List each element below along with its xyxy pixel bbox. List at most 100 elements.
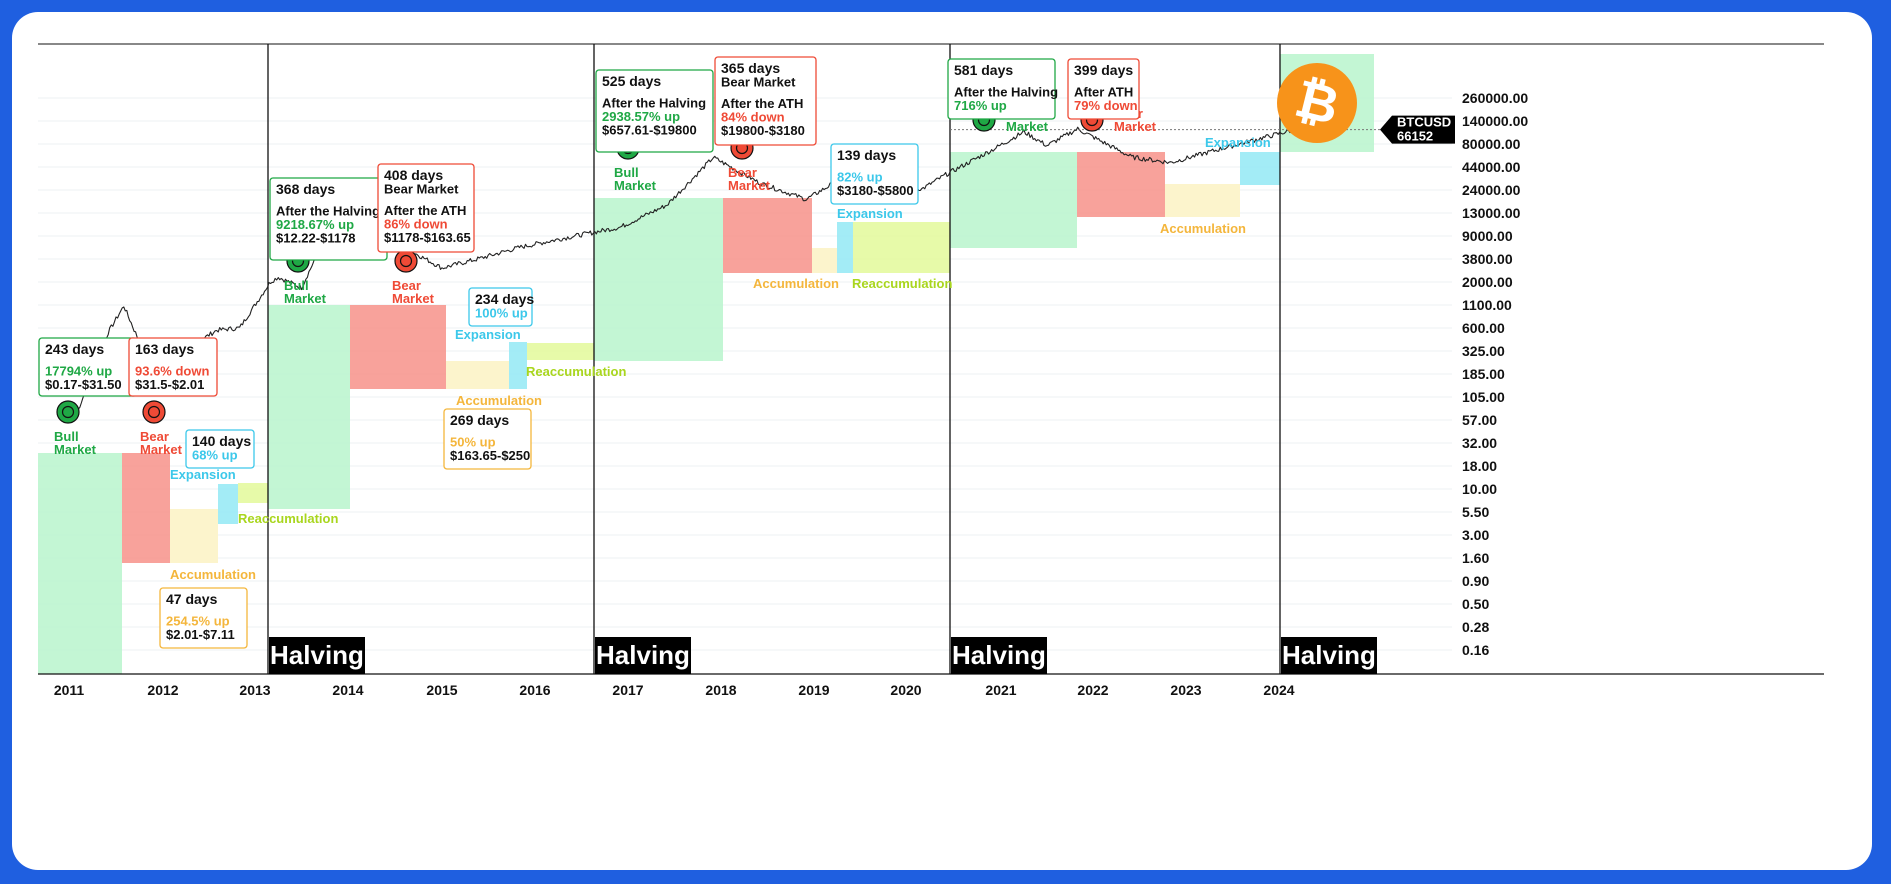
phase-region-accum: [812, 248, 837, 273]
info-box-text: 163 days: [135, 341, 194, 357]
x-tick-label: 2014: [332, 682, 363, 698]
info-box-text: 68% up: [192, 448, 238, 463]
phase-region-bear: [723, 198, 812, 273]
x-tick-label: 2017: [612, 682, 643, 698]
info-box-text: $657.61-$19800: [602, 123, 697, 138]
info-box: [714, 56, 817, 146]
y-tick-label: 10.00: [1462, 481, 1497, 497]
x-tick-label: 2013: [239, 682, 270, 698]
info-box-text: 50% up: [450, 435, 496, 450]
info-box: [830, 143, 919, 205]
halving-label-bg: [595, 637, 691, 674]
info-box-text: $12.22-$1178: [276, 231, 356, 246]
y-tick-label: 0.16: [1462, 642, 1489, 658]
info-box-text: $163.65-$250: [450, 448, 530, 463]
info-box-text: 269 days: [450, 412, 509, 428]
info-box-text: 9218.67% up: [276, 217, 354, 232]
info-box: [1067, 58, 1140, 120]
last-price-symbol: BTCUSD: [1397, 115, 1451, 130]
info-box-text: Bear Market: [721, 75, 796, 90]
y-tick-label: 9000.00: [1462, 228, 1513, 244]
phase-label: Market: [1114, 119, 1157, 134]
x-tick-label: 2012: [147, 682, 178, 698]
info-box: [159, 587, 248, 649]
phase-label: Bull: [54, 429, 79, 444]
y-tick-label: 0.90: [1462, 573, 1489, 589]
x-tick-label: 2011: [54, 682, 85, 698]
y-tick-label: 32.00: [1462, 435, 1497, 451]
halving-label: Halving: [596, 640, 690, 670]
info-box-text: 234 days: [475, 291, 534, 307]
phase-label: Bear: [728, 165, 757, 180]
info-box-text: 365 days: [721, 60, 780, 76]
phase-label: Bear: [392, 278, 421, 293]
phase-label: Expansion: [455, 327, 521, 342]
info-box: [947, 58, 1056, 120]
info-box-text: After ATH: [1074, 85, 1133, 100]
y-tick-label: 80000.00: [1462, 136, 1521, 152]
info-box: [468, 287, 533, 327]
bear-icon: [142, 400, 166, 424]
phase-region-expansion: [218, 484, 238, 524]
x-tick-label: 2018: [705, 682, 736, 698]
x-tick-label: 2021: [985, 682, 1016, 698]
info-box-text: 86% down: [384, 217, 448, 232]
phase-label: Market: [614, 178, 657, 193]
y-tick-label: 57.00: [1462, 412, 1497, 428]
y-tick-label: 0.50: [1462, 596, 1489, 612]
phase-label: Market: [54, 442, 97, 457]
info-box-text: 581 days: [954, 62, 1013, 78]
bitcoin-logo-icon: [1277, 63, 1357, 143]
y-tick-label: 140000.00: [1462, 113, 1528, 129]
info-box-text: Bear Market: [384, 182, 459, 197]
phase-label: Market: [392, 291, 435, 306]
phase-label: Bull: [614, 165, 639, 180]
info-box: [185, 429, 255, 469]
halving-label: Halving: [952, 640, 1046, 670]
halving-label: Halving: [270, 640, 364, 670]
last-price-tag: [1380, 115, 1455, 144]
info-box-text: 47 days: [166, 591, 218, 607]
phase-label: Bull: [284, 278, 309, 293]
x-tick-label: 2015: [426, 682, 457, 698]
last-price-value: 66152: [1397, 129, 1433, 144]
info-box-text: After the Halving: [276, 204, 380, 219]
y-tick-label: 5.50: [1462, 504, 1489, 520]
info-box-text: $2.01-$7.11: [166, 627, 235, 642]
info-box: [377, 163, 475, 253]
phase-region-bear: [1077, 152, 1165, 217]
y-tick-label: 185.00: [1462, 366, 1505, 382]
info-box-text: 84% down: [721, 110, 785, 125]
info-box-text: $31.5-$2.01: [135, 377, 204, 392]
info-box-text: 368 days: [276, 181, 335, 197]
phase-region-expansion: [509, 342, 527, 389]
halving-label-bg: [269, 637, 365, 674]
y-tick-label: 3.00: [1462, 527, 1489, 543]
info-box-text: 100% up: [475, 306, 528, 321]
phase-region-reaccum: [238, 483, 268, 503]
bear-icon: [394, 249, 418, 273]
phase-label: Accumulation: [170, 567, 256, 582]
y-tick-label: 325.00: [1462, 343, 1505, 359]
info-box-text: $19800-$3180: [721, 123, 805, 138]
x-tick-label: 2019: [798, 682, 829, 698]
phase-region-accum: [1165, 184, 1240, 217]
y-tick-label: 2000.00: [1462, 274, 1513, 290]
phase-region-bear: [122, 453, 170, 563]
halving-label-bg: [1281, 637, 1377, 674]
phase-region-reaccum: [853, 222, 950, 273]
phase-region-expansion: [837, 222, 853, 273]
phase-label: Expansion: [170, 467, 236, 482]
x-tick-label: 2016: [519, 682, 550, 698]
info-box: [128, 337, 218, 397]
phase-label: Market: [1006, 119, 1049, 134]
info-box-text: 399 days: [1074, 62, 1133, 78]
phase-label: Bear: [140, 429, 169, 444]
y-tick-label: 600.00: [1462, 320, 1505, 336]
y-tick-label: 1.60: [1462, 550, 1489, 566]
info-box: [595, 69, 714, 153]
info-box-text: 254.5% up: [166, 614, 230, 629]
phase-label: Market: [728, 178, 771, 193]
y-tick-label: 105.00: [1462, 389, 1505, 405]
